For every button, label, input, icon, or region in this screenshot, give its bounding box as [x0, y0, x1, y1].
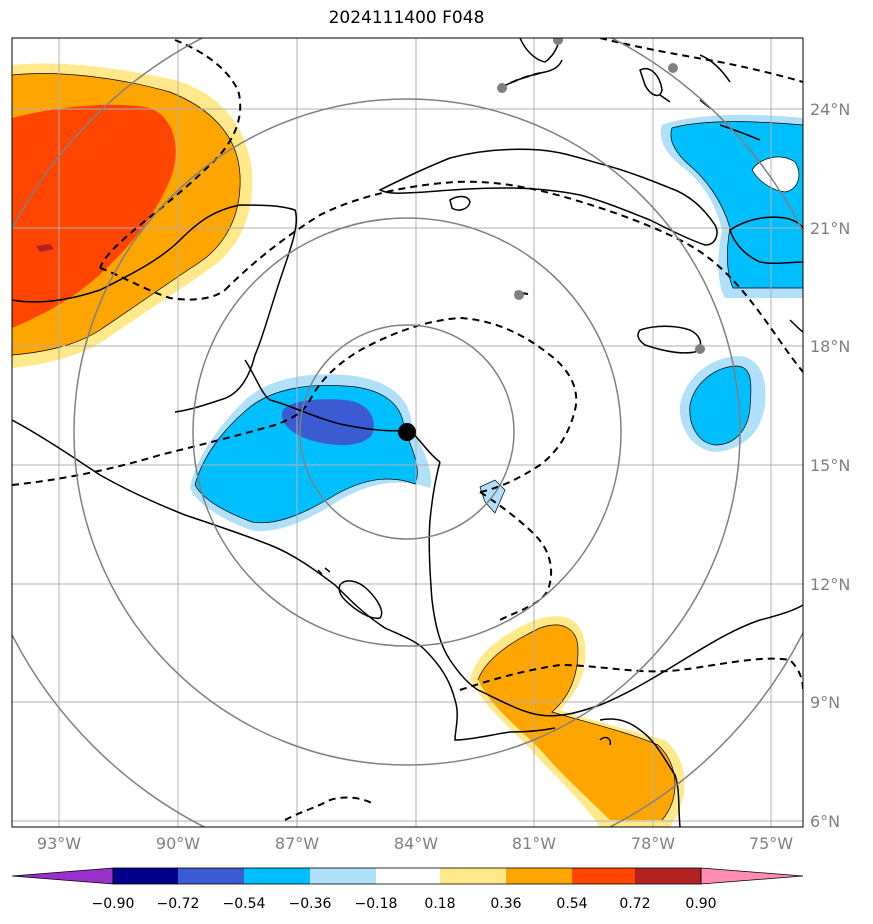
- colorbar-bin-10: [635, 868, 701, 884]
- lat-label-18n: 18°N: [810, 337, 850, 356]
- colorbar: −0.90 −0.72 −0.54 −0.36 −0.18 0.18 0.36 …: [11, 867, 804, 912]
- colorbar-label: −0.18: [355, 896, 398, 912]
- lat-label-9n: 9°N: [810, 693, 840, 712]
- lat-label-21n: 21°N: [810, 219, 850, 238]
- marker-kingston: [695, 344, 705, 354]
- storm-center-marker: [398, 423, 416, 441]
- lon-label-81w: 81°W: [512, 834, 556, 853]
- lat-label-24n: 24°N: [810, 100, 850, 119]
- colorbar-label: 0.72: [619, 896, 650, 912]
- colorbar-bin-7: [440, 868, 506, 884]
- colorbar-label: −0.36: [289, 896, 332, 912]
- colorbar-bin-6: [376, 868, 440, 884]
- map-frame: [11, 37, 804, 828]
- colorbar-extend-high: [700, 867, 804, 885]
- latitude-labels: 24°N 21°N 18°N 15°N 12°N 9°N 6°N: [810, 100, 850, 831]
- lat-label-15n: 15°N: [810, 456, 850, 475]
- colorbar-bin-3: [178, 868, 244, 884]
- colorbar-label: −0.54: [223, 896, 266, 912]
- negative-anomaly-honduras-core: [281, 399, 374, 446]
- marker-nassau: [668, 63, 678, 73]
- location-markers: [497, 38, 705, 354]
- lat-label-12n: 12°N: [810, 575, 850, 594]
- colorbar-extend-low: [11, 867, 114, 885]
- colorbar-bin-8: [506, 868, 572, 884]
- range-ring-3: [73, 98, 741, 766]
- lon-label-75w: 75°W: [749, 834, 793, 853]
- negative-anomaly-haiti-mid: [689, 366, 751, 445]
- colorbar-bin-9: [572, 868, 635, 884]
- positive-anomaly-panama-mid: [478, 624, 676, 820]
- marker-miami: [553, 38, 563, 45]
- range-rings: [12, 38, 803, 827]
- colorbar-bin-5: [310, 868, 376, 884]
- lon-label-93w: 93°W: [37, 834, 81, 853]
- positive-anomaly-gulf-core: [12, 104, 176, 328]
- longitude-labels: 93°W 90°W 87°W 84°W 81°W 78°W 75°W: [37, 834, 793, 853]
- positive-anomaly-gulf-peak: [36, 244, 54, 252]
- colorbar-label: 0.18: [424, 896, 455, 912]
- map-plot-area: [12, 38, 803, 827]
- lon-label-87w: 87°W: [275, 834, 319, 853]
- lat-label-6n: 6°N: [810, 812, 840, 831]
- colorbar-label: −0.90: [92, 896, 135, 912]
- colorbar-label: 0.36: [490, 896, 521, 912]
- range-ring-2: [192, 217, 622, 647]
- colorbar-labels: −0.90 −0.72 −0.54 −0.36 −0.18 0.18 0.36 …: [92, 896, 717, 912]
- positive-hole-bahamas: [752, 156, 799, 192]
- colorbar-label: −0.72: [157, 896, 200, 912]
- lon-label-78w: 78°W: [631, 834, 675, 853]
- colorbar-bin-1: [113, 868, 145, 884]
- coastlines: [12, 38, 803, 827]
- lon-label-84w: 84°W: [394, 834, 438, 853]
- colorbar-label: 0.90: [685, 896, 716, 912]
- lon-label-90w: 90°W: [156, 834, 200, 853]
- colorbar-bin-4: [244, 868, 310, 884]
- map-title: 2024111400 F048: [328, 8, 485, 28]
- marker-grand-cayman: [514, 290, 524, 300]
- range-ring-1: [299, 324, 515, 540]
- marker-key-west: [497, 83, 507, 93]
- colorbar-label: 0.54: [556, 896, 587, 912]
